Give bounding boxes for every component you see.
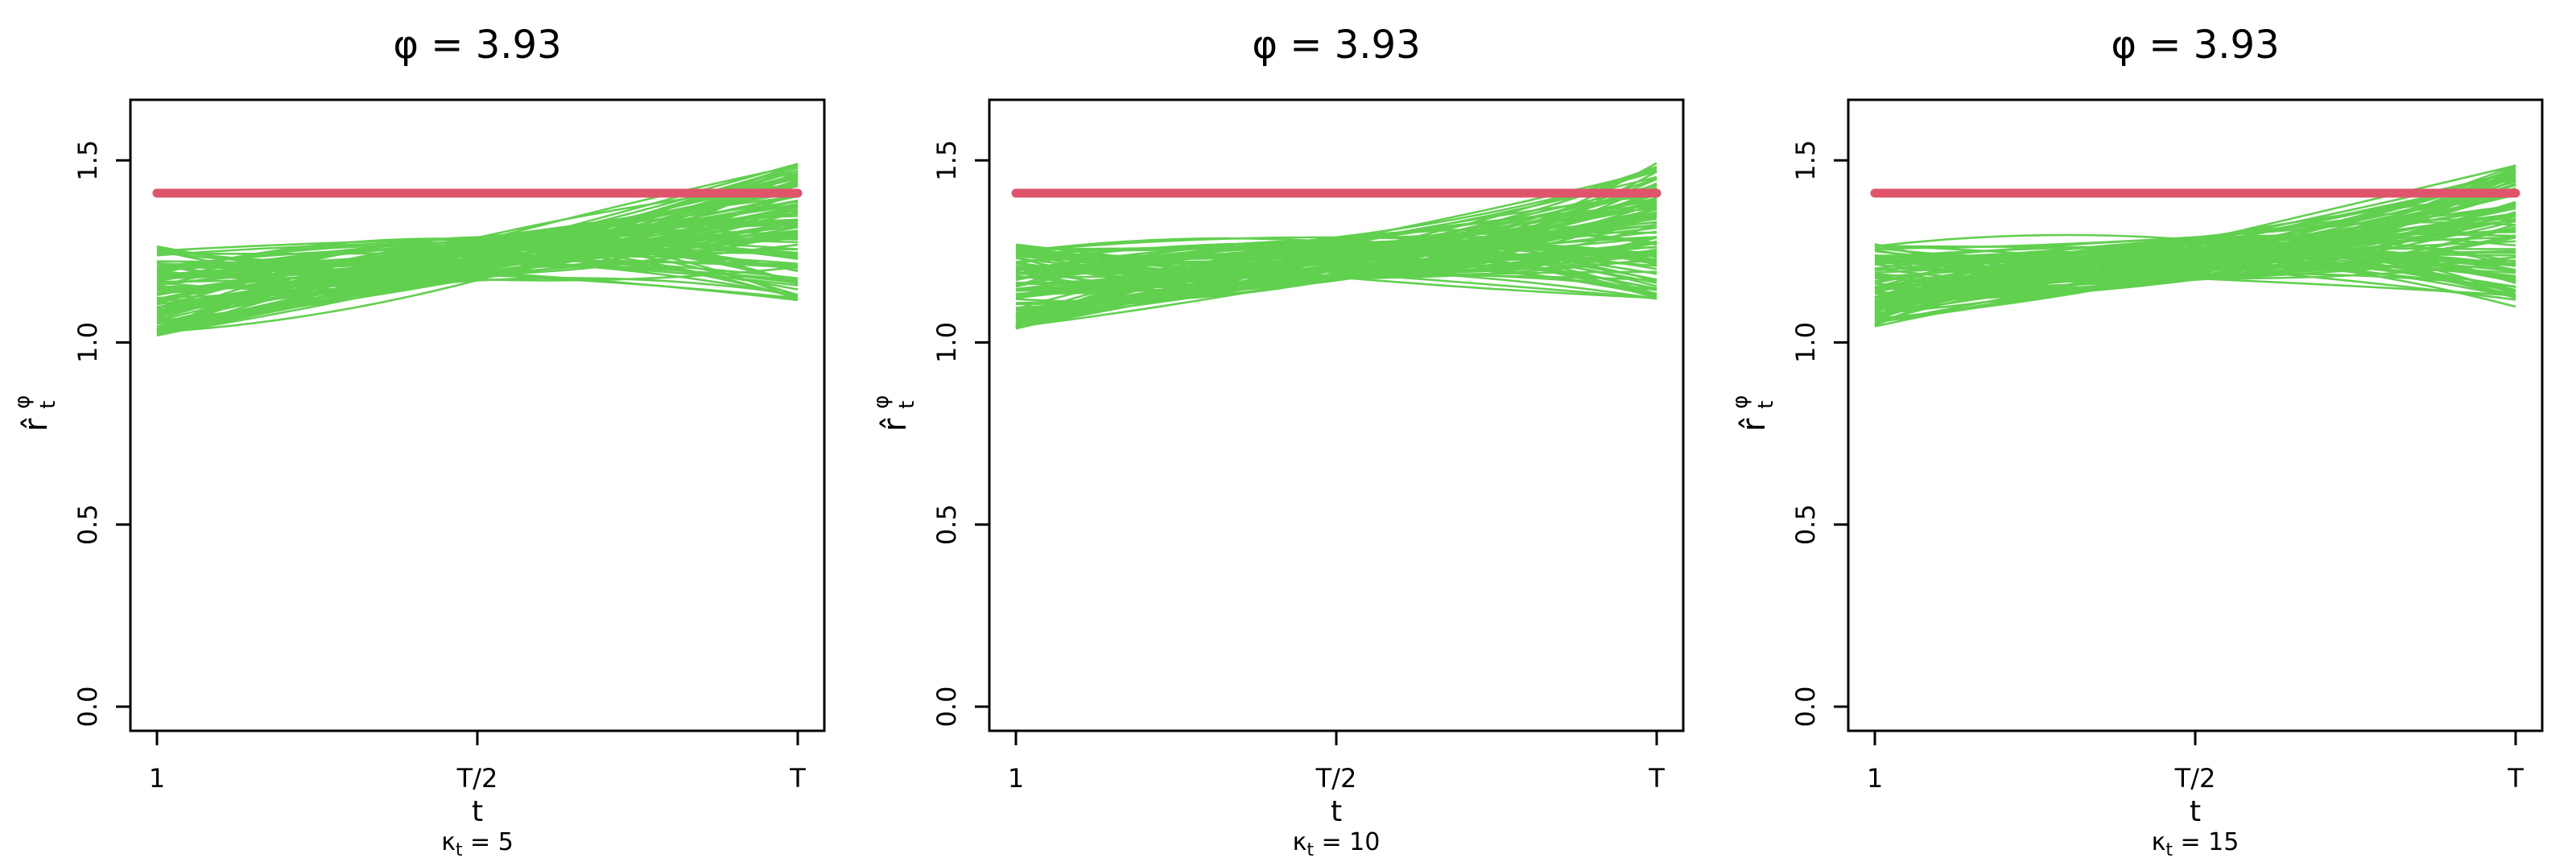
y-axis-title: r̂ φ t: [10, 395, 60, 431]
simulation-line: [156, 239, 799, 281]
panel-subtitle: κt = 10: [1293, 828, 1381, 858]
panel-title: φ = 3.93: [1252, 23, 1420, 68]
simulation-line: [1874, 167, 2516, 262]
simulation-line: [1015, 208, 1657, 316]
simulation-line: [1015, 162, 1657, 292]
simulation-line: [1874, 233, 2516, 297]
simulation-line: [156, 205, 799, 266]
y-tick-label: 1.5: [1790, 140, 1821, 181]
panel-subtitle: κt = 5: [441, 828, 514, 858]
y-tick-label: 1.0: [931, 322, 962, 363]
simulation-lines: [156, 163, 799, 337]
y-tick-label: 1.0: [1790, 322, 1821, 363]
simulation-line: [1015, 186, 1657, 297]
simulation-line: [1874, 183, 2516, 320]
simulation-line: [1874, 220, 2516, 303]
simulation-line: [1015, 200, 1657, 271]
simulation-line: [1015, 204, 1657, 324]
svg-text:t: t: [1754, 401, 1778, 409]
simulation-line: [1874, 194, 2516, 263]
svg-text:φ: φ: [10, 395, 35, 409]
y-tick-label: 0.5: [931, 504, 962, 545]
simulation-line: [1874, 213, 2516, 278]
svg-text:r̂: r̂: [1736, 418, 1773, 431]
svg-text:t: t: [36, 401, 60, 409]
simulation-line: [1015, 236, 1657, 318]
simulation-line: [1015, 212, 1657, 295]
simulation-line: [1874, 229, 2516, 308]
x-tick-label: 1: [1867, 763, 1883, 794]
simulation-line: [1015, 243, 1657, 317]
simulation-line: [1015, 250, 1657, 291]
simulation-line: [1015, 247, 1657, 297]
y-axis-title: r̂ φ t: [1728, 395, 1778, 431]
x-tick-label: T/2: [456, 763, 498, 794]
simulation-line: [156, 171, 799, 286]
x-tick-label: T: [789, 763, 806, 794]
svg-text:φ: φ: [869, 395, 894, 409]
simulation-line: [1874, 225, 2516, 281]
simulation-line: [156, 218, 799, 300]
x-tick-label: 1: [149, 763, 165, 794]
x-tick-label: T/2: [2174, 763, 2216, 794]
simulation-line: [1015, 236, 1657, 256]
x-axis-title: t: [472, 795, 483, 828]
y-tick-label: 0.0: [1790, 687, 1821, 728]
simulation-line: [1874, 241, 2516, 317]
simulation-line: [156, 191, 799, 287]
x-axis-title: t: [1331, 795, 1342, 828]
simulation-line: [156, 208, 799, 271]
simulation-line: [156, 163, 799, 333]
y-tick-label: 0.0: [72, 687, 103, 728]
simulation-line: [156, 236, 799, 314]
simulation-line: [156, 184, 799, 333]
simulation-lines: [1015, 162, 1657, 330]
y-tick-label: 0.5: [1790, 504, 1821, 545]
simulation-line: [1874, 178, 2516, 274]
x-tick-label: 1: [1008, 763, 1024, 794]
svg-text:φ: φ: [1728, 395, 1752, 409]
simulation-line: [156, 225, 799, 316]
panel-title: φ = 3.93: [2111, 23, 2279, 68]
simulation-line: [156, 237, 799, 296]
y-tick-label: 1.0: [72, 322, 103, 363]
y-axis-title: r̂ φ t: [869, 395, 919, 431]
y-tick-label: 1.5: [72, 140, 103, 181]
x-tick-label: T/2: [1315, 763, 1357, 794]
x-axis-title: t: [2190, 795, 2201, 828]
panel-subtitle: κt = 15: [2152, 828, 2240, 858]
y-tick-label: 0.5: [72, 504, 103, 545]
x-tick-label: T: [2507, 763, 2524, 794]
simulation-lines: [1874, 164, 2516, 328]
panel-title: φ = 3.93: [393, 23, 561, 68]
svg-text:t: t: [895, 401, 919, 409]
x-tick-label: T: [1648, 763, 1665, 794]
svg-text:r̂: r̂: [18, 418, 55, 431]
svg-text:r̂: r̂: [877, 418, 914, 431]
simulation-line: [1874, 234, 2516, 283]
y-tick-label: 0.0: [931, 687, 962, 728]
y-tick-label: 1.5: [931, 140, 962, 181]
simulation-line: [1015, 258, 1657, 277]
simulation-line: [1874, 218, 2516, 262]
